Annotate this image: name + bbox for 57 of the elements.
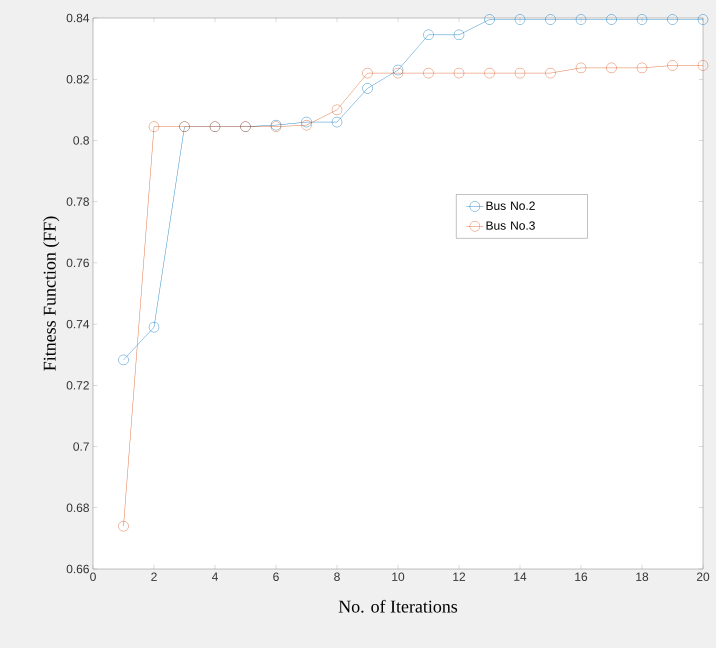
point: [454, 68, 464, 78]
point: [454, 30, 464, 40]
point: [392, 64, 404, 76]
point: [484, 68, 495, 78]
y-tick-label: 0.7: [73, 442, 89, 451]
point: [362, 83, 373, 94]
point: [545, 68, 556, 78]
point: [514, 14, 526, 25]
y-tick-label: 0.72: [66, 381, 89, 390]
y-tick-label: 0.8: [73, 136, 89, 145]
x-tick-label: 20: [696, 572, 710, 581]
point: [332, 104, 342, 116]
point: [636, 62, 648, 74]
y-tick-label: 0.68: [66, 504, 89, 512]
point: [423, 30, 434, 40]
point: [667, 60, 678, 71]
y-tick-label: 0.74: [66, 320, 90, 328]
y-tick-label: 0.76: [66, 258, 89, 268]
x-tick-label: 16: [575, 572, 588, 581]
x-tick-label: 12: [453, 572, 466, 581]
x-tick-label: 4: [212, 572, 218, 581]
legend-label: Bus No.3: [486, 221, 535, 230]
point: [362, 68, 373, 78]
point: [332, 116, 342, 128]
point: [148, 121, 160, 132]
point: [514, 68, 526, 78]
x-tick-label: 0: [90, 572, 96, 581]
x-tick-label: 14: [514, 572, 526, 581]
point: [301, 116, 312, 128]
point: [636, 14, 648, 25]
point: [301, 120, 312, 130]
x-tick-label: 18: [636, 572, 648, 581]
point: [118, 520, 129, 532]
point: [698, 14, 708, 25]
y-axis-title: Fitness Function (FF): [43, 216, 60, 371]
x-axis-title: No. of Iterations: [338, 600, 458, 613]
x-tick-label: 2: [151, 572, 157, 581]
point: [576, 62, 586, 74]
point: [698, 60, 708, 71]
y-tick-label: 0.78: [66, 197, 89, 206]
point: [392, 68, 404, 78]
point: [606, 14, 617, 25]
x-tick-label: 6: [273, 572, 279, 581]
point: [576, 14, 586, 25]
point: [484, 14, 495, 25]
point: [545, 14, 556, 25]
point: [606, 62, 617, 74]
y-tick-label: 0.66: [66, 564, 89, 574]
point: [118, 354, 129, 366]
y-tick-label: 0.82: [66, 74, 89, 84]
x-tick-label: 8: [334, 572, 340, 581]
y-tick-label: 0.84: [66, 14, 90, 22]
legend-label: Bus No.2: [486, 202, 535, 210]
x-tick-label: 10: [392, 572, 404, 581]
point: [667, 14, 678, 25]
point: [148, 322, 160, 332]
point: [423, 68, 434, 78]
